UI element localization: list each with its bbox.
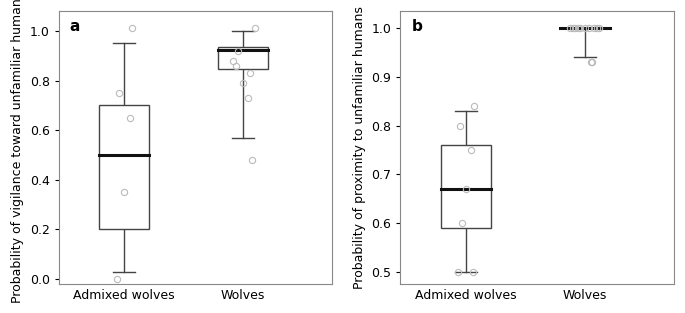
Bar [218,47,268,69]
Bar [99,105,149,229]
Bar [441,145,491,228]
Y-axis label: Probability of proximity to unfamiliar humans: Probability of proximity to unfamiliar h… [353,6,366,289]
Text: b: b [412,19,423,34]
Text: a: a [70,19,80,34]
Y-axis label: Probability of vigilance toward unfamiliar humans: Probability of vigilance toward unfamili… [11,0,24,303]
